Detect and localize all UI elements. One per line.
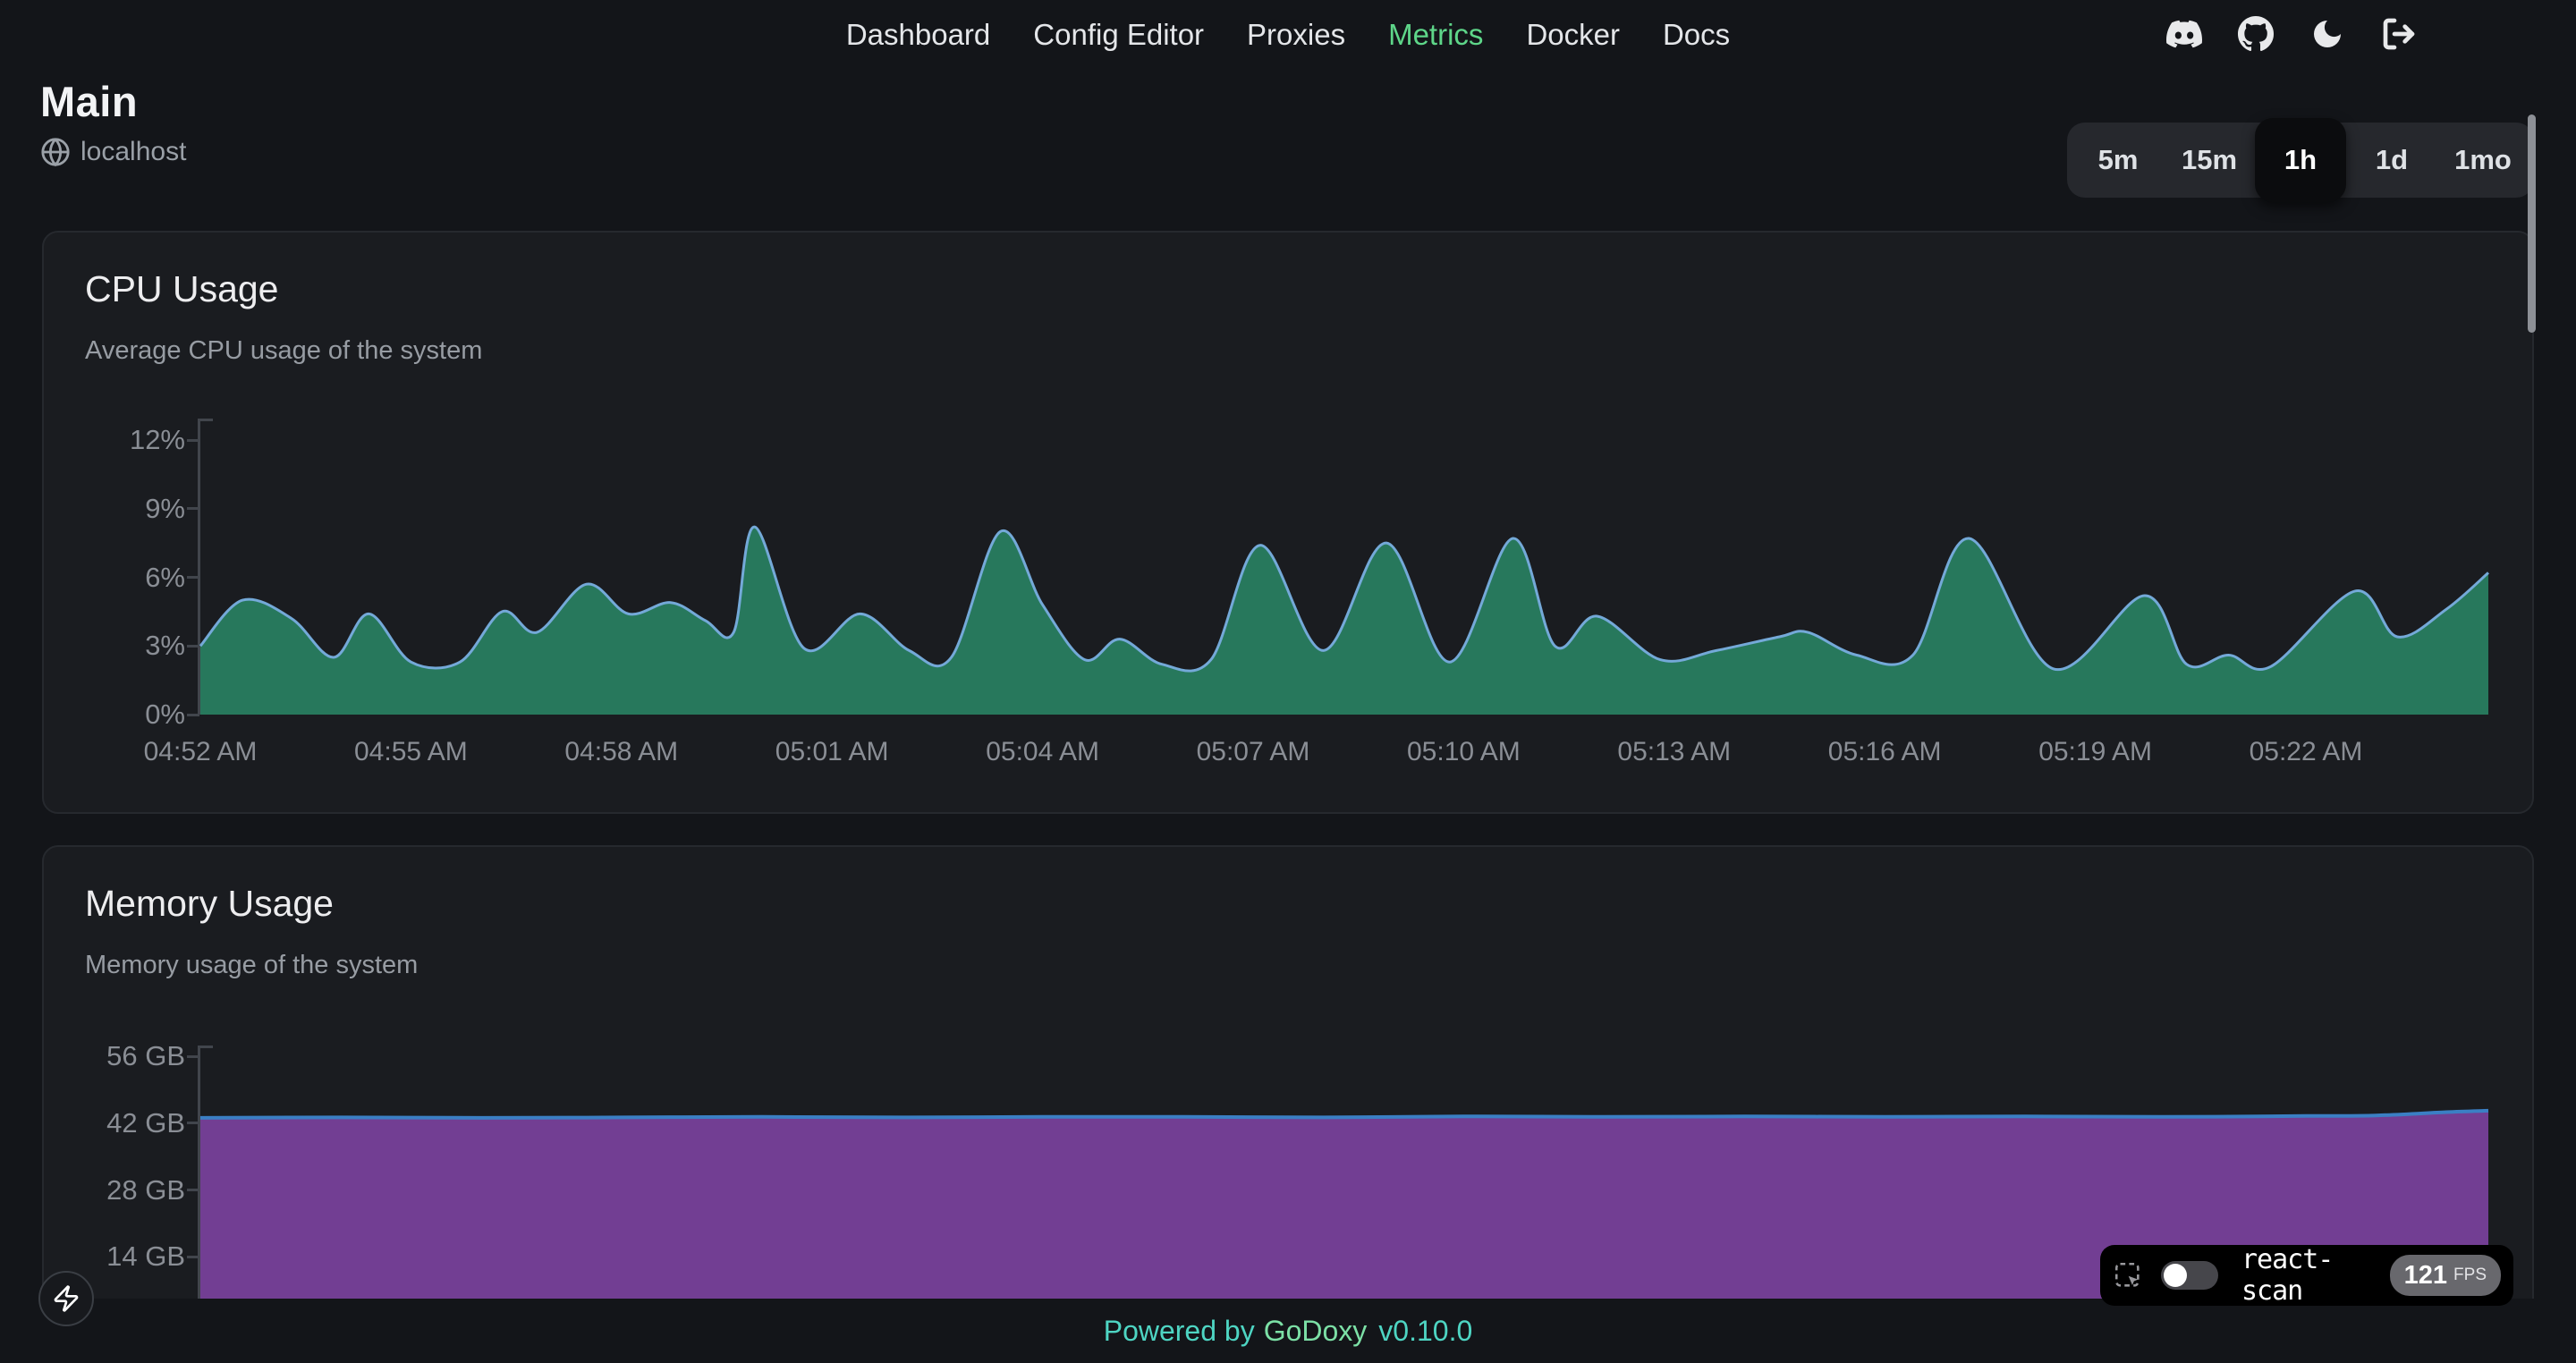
cpu-area-chart[interactable] [187,429,2489,716]
nav-config-editor[interactable]: Config Editor [1033,18,1205,51]
y-tick-mark [187,713,199,716]
memory-y-axis-labels: 56 GB 42 GB 28 GB 14 GB [51,1040,185,1300]
range-1h-button[interactable]: 1h [2255,118,2346,202]
memory-area-chart[interactable] [187,1054,2489,1300]
y-tick-label: 42 GB [106,1106,185,1139]
react-scan-label: react-scan [2241,1244,2334,1307]
powered-by-text: Powered by [1103,1314,1255,1347]
y-tick-label: 28 GB [106,1173,185,1206]
agent-row: localhost [40,137,186,167]
logout-button[interactable] [2379,14,2419,54]
y-tick-mark [187,1122,199,1125]
y-tick-label: 3% [145,630,185,662]
x-tick-label: 04:52 AM [143,737,258,766]
y-tick-mark [187,1255,199,1258]
y-tick-mark [187,576,199,579]
range-1mo-button[interactable]: 1mo [2437,131,2529,189]
x-tick-label: 05:19 AM [2038,737,2152,766]
x-tick-label: 05:07 AM [1196,737,1310,766]
github-icon [2238,16,2274,52]
fps-value: 121 [2403,1260,2448,1290]
y-tick-label: 0% [145,698,185,730]
cpu-card-subtitle: Average CPU usage of the system [85,336,483,365]
y-tick-mark [187,1054,199,1058]
cpu-x-axis-labels: 04:52 AM 04:55 AM 04:58 AM 05:01 AM 05:04 AM… [144,737,2488,773]
nav-proxies[interactable]: Proxies [1247,18,1346,51]
y-tick-mark [187,507,199,511]
y-tick-label: 14 GB [106,1240,185,1273]
main-nav: Dashboard Config Editor Proxies Metrics … [0,0,2576,70]
x-tick-label: 05:10 AM [1407,737,1521,766]
agent-label: localhost [80,137,187,166]
top-navbar: Dashboard Config Editor Proxies Metrics … [0,0,2576,70]
y-tick-label: 6% [145,561,185,593]
nav-docs[interactable]: Docs [1662,18,1731,51]
nav-docker[interactable]: Docker [1526,18,1620,51]
cpu-y-axis-line [198,419,213,715]
memory-card-subtitle: Memory usage of the system [85,951,419,979]
version-link[interactable]: v0.10.0 [1378,1314,1473,1347]
x-tick-label: 04:55 AM [354,737,468,766]
discord-link-button[interactable] [2165,14,2204,54]
nav-metrics[interactable]: Metrics [1388,18,1484,51]
y-tick-label: 9% [145,492,185,524]
logout-icon [2383,18,2415,50]
react-scan-toolbar[interactable]: react-scan 121 FPS [2100,1244,2513,1307]
x-tick-label: 05:13 AM [1617,737,1732,766]
fps-unit: FPS [2453,1266,2487,1284]
react-scan-toggle[interactable] [2161,1261,2218,1290]
memory-y-axis-line [198,1046,213,1300]
nav-dashboard[interactable]: Dashboard [845,18,991,51]
x-tick-label: 05:04 AM [986,737,1099,766]
x-tick-label: 05:22 AM [2249,737,2363,766]
globe-icon [41,138,70,167]
quick-actions-button[interactable] [38,1271,94,1326]
footer: Powered by GoDoxy v0.10.0 [0,1299,2576,1363]
cpu-card-title: CPU Usage [85,268,279,309]
y-tick-mark [187,644,199,648]
github-link-button[interactable] [2236,14,2275,54]
fps-badge: 121 FPS [2389,1255,2501,1296]
range-15m-button[interactable]: 15m [2164,131,2255,189]
range-5m-button[interactable]: 5m [2072,131,2164,189]
scrollbar-thumb[interactable] [2528,114,2536,333]
discord-icon [2166,20,2202,48]
zap-icon [54,1285,79,1312]
time-range-selector: 5m 15m 1h 1d 1mo [2067,118,2534,202]
nav-icon-group [2165,14,2419,54]
godoxy-link[interactable]: GoDoxy [1263,1314,1368,1347]
cpu-chart-svg [199,525,2489,715]
inspect-icon[interactable] [2113,1260,2143,1291]
y-tick-mark [187,1189,199,1192]
x-tick-label: 05:16 AM [1827,737,1942,766]
memory-chart-svg [199,1108,2489,1300]
memory-card-title: Memory Usage [85,883,334,924]
y-tick-label: 56 GB [106,1040,185,1071]
page-title: Main [40,78,139,125]
y-tick-mark [187,438,199,442]
theme-toggle-button[interactable] [2308,14,2347,54]
moon-icon [2314,21,2341,47]
range-1d-button[interactable]: 1d [2346,131,2437,189]
x-tick-label: 04:58 AM [564,737,679,766]
toggle-knob [2164,1264,2187,1287]
cpu-y-axis-labels: 12% 9% 6% 3% 0% [51,424,185,730]
memory-usage-card: Memory Usage Memory usage of the system … [42,845,2534,1363]
site-header: Main localhost [40,77,186,167]
x-tick-label: 05:01 AM [775,737,889,766]
cpu-usage-card: CPU Usage Average CPU usage of the syste… [42,231,2534,814]
y-tick-label: 12% [129,424,185,456]
